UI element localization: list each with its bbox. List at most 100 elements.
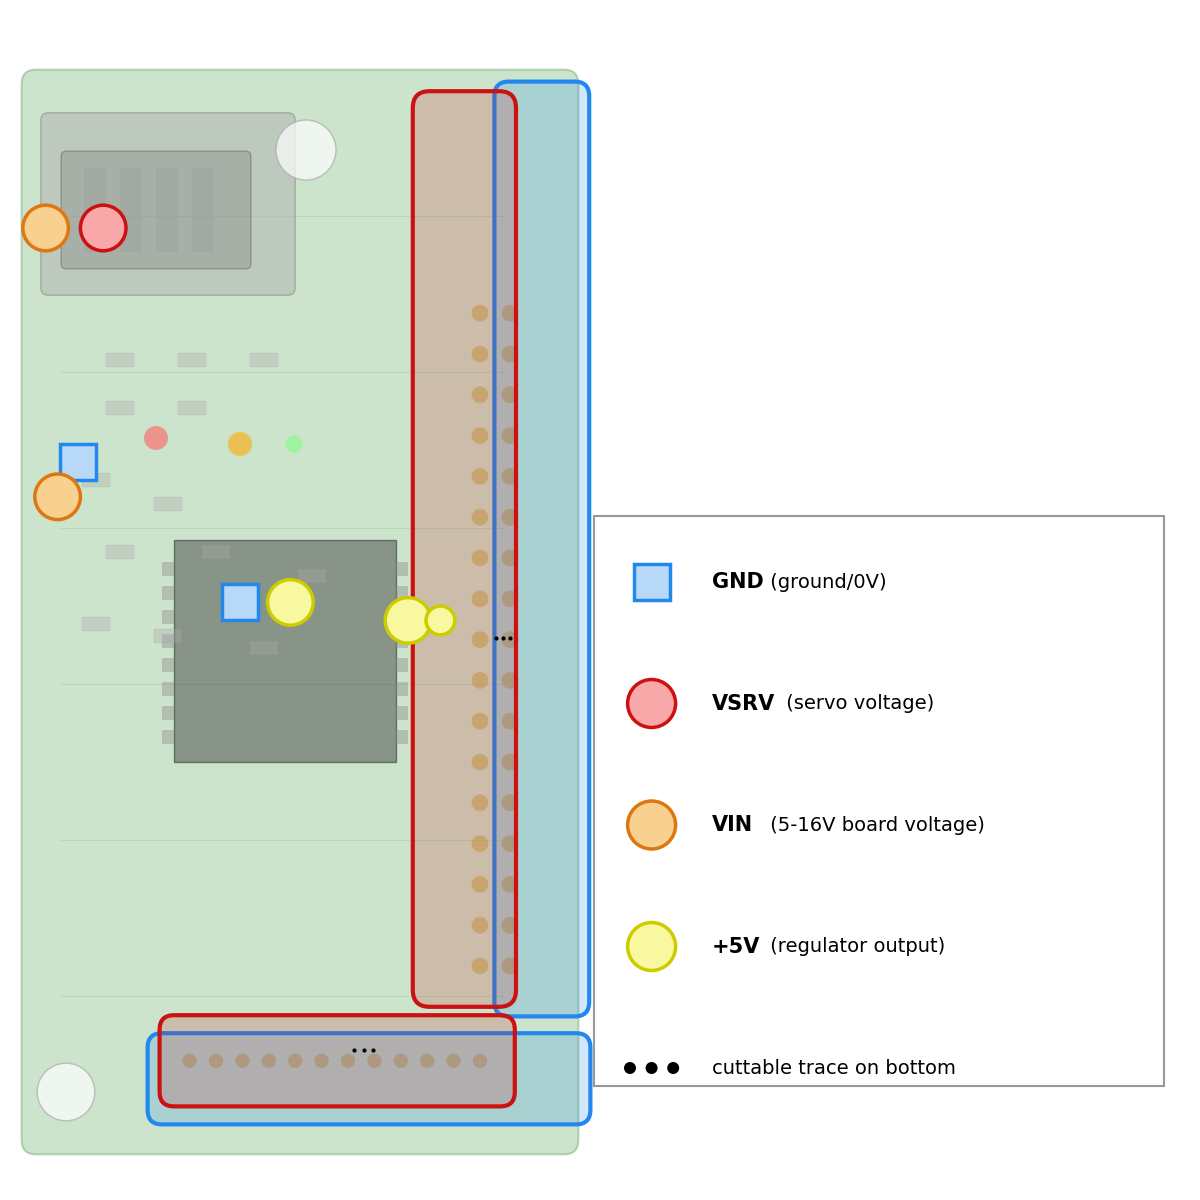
Text: (servo voltage): (servo voltage) — [780, 694, 935, 713]
Circle shape — [472, 468, 488, 485]
Bar — [298, 569, 326, 583]
Bar — [178, 401, 206, 415]
Circle shape — [420, 1054, 434, 1068]
Bar — [396, 634, 408, 648]
Bar — [156, 168, 178, 252]
Text: (ground/0V): (ground/0V) — [764, 572, 887, 592]
Circle shape — [472, 631, 488, 648]
Circle shape — [646, 1062, 658, 1074]
Text: (regulator output): (regulator output) — [764, 937, 946, 956]
FancyBboxPatch shape — [494, 82, 589, 1016]
Bar — [250, 353, 278, 367]
Circle shape — [314, 1054, 329, 1068]
Bar — [106, 545, 134, 559]
Text: VSRV: VSRV — [712, 694, 775, 714]
Circle shape — [502, 468, 518, 485]
Bar — [84, 168, 106, 252]
Circle shape — [341, 1054, 355, 1068]
Circle shape — [367, 1054, 382, 1068]
Circle shape — [286, 436, 302, 452]
FancyBboxPatch shape — [160, 1015, 515, 1106]
FancyBboxPatch shape — [594, 516, 1164, 1086]
Bar — [202, 545, 230, 559]
Bar — [396, 706, 408, 720]
Circle shape — [472, 427, 488, 444]
Circle shape — [628, 802, 676, 850]
Circle shape — [667, 1062, 679, 1074]
Bar — [162, 658, 174, 672]
Circle shape — [37, 1063, 95, 1121]
Bar — [162, 706, 174, 720]
Circle shape — [472, 386, 488, 403]
Circle shape — [502, 713, 518, 730]
Circle shape — [262, 1054, 276, 1068]
Circle shape — [502, 631, 518, 648]
Bar — [162, 586, 174, 600]
Bar — [106, 401, 134, 415]
Circle shape — [209, 1054, 223, 1068]
Circle shape — [182, 1054, 197, 1068]
Bar — [162, 682, 174, 696]
Circle shape — [502, 876, 518, 893]
Circle shape — [624, 1062, 636, 1074]
Circle shape — [472, 876, 488, 893]
Bar — [396, 562, 408, 576]
Bar — [60, 444, 96, 480]
Circle shape — [472, 754, 488, 770]
Circle shape — [472, 958, 488, 974]
Bar — [120, 168, 142, 252]
Circle shape — [472, 713, 488, 730]
Bar — [396, 682, 408, 696]
Circle shape — [502, 386, 518, 403]
Bar — [396, 586, 408, 600]
Circle shape — [472, 917, 488, 934]
Circle shape — [502, 346, 518, 362]
Circle shape — [472, 794, 488, 811]
Bar — [82, 617, 110, 631]
FancyBboxPatch shape — [22, 70, 578, 1154]
Bar — [178, 353, 206, 367]
Bar — [154, 497, 182, 511]
Text: cuttable trace on bottom: cuttable trace on bottom — [712, 1058, 955, 1078]
Circle shape — [472, 550, 488, 566]
Circle shape — [80, 205, 126, 251]
FancyBboxPatch shape — [61, 151, 251, 269]
Circle shape — [502, 754, 518, 770]
Circle shape — [502, 305, 518, 322]
Bar — [174, 540, 396, 762]
Circle shape — [472, 346, 488, 362]
FancyBboxPatch shape — [41, 113, 295, 295]
Text: +5V: +5V — [712, 936, 760, 956]
Circle shape — [473, 1054, 487, 1068]
Text: (5-16V board voltage): (5-16V board voltage) — [764, 816, 985, 834]
Circle shape — [228, 432, 252, 456]
Circle shape — [35, 474, 80, 520]
Circle shape — [472, 590, 488, 607]
Circle shape — [268, 580, 313, 625]
Circle shape — [502, 427, 518, 444]
Circle shape — [502, 958, 518, 974]
FancyBboxPatch shape — [413, 91, 516, 1007]
Bar — [162, 562, 174, 576]
Circle shape — [235, 1054, 250, 1068]
Circle shape — [276, 120, 336, 180]
Circle shape — [502, 590, 518, 607]
Circle shape — [472, 509, 488, 526]
Circle shape — [502, 835, 518, 852]
Bar — [396, 730, 408, 744]
Circle shape — [472, 672, 488, 689]
Text: VIN: VIN — [712, 815, 752, 835]
Bar — [222, 584, 258, 620]
Bar — [396, 610, 408, 624]
Bar — [634, 564, 670, 600]
Circle shape — [628, 679, 676, 727]
Bar — [106, 353, 134, 367]
Bar — [250, 641, 278, 655]
Circle shape — [502, 509, 518, 526]
Circle shape — [426, 606, 455, 635]
Circle shape — [394, 1054, 408, 1068]
Bar — [396, 658, 408, 672]
Bar — [154, 629, 182, 643]
Bar — [162, 634, 174, 648]
Circle shape — [385, 598, 431, 643]
